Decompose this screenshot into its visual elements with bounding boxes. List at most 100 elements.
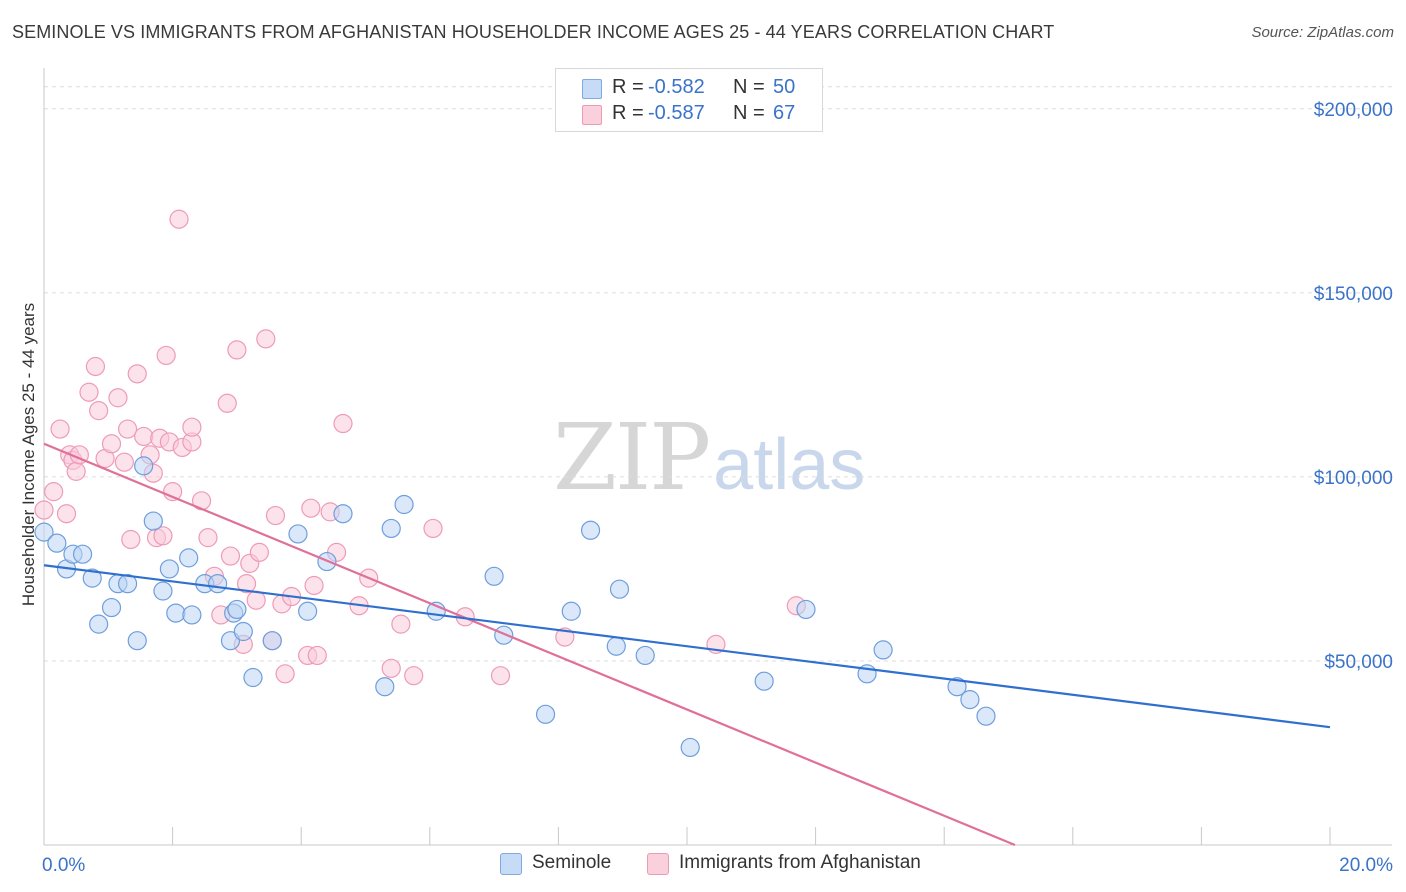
watermark: ZIPatlas (553, 404, 865, 511)
afghan-swatch (582, 105, 602, 125)
afghan-point (89, 401, 109, 421)
seminole-point (72, 544, 93, 564)
seminole-point (333, 504, 353, 524)
trend-lines (43, 442, 1331, 847)
seminole-point (243, 667, 263, 688)
afghan-point (44, 482, 64, 502)
afghan-point (198, 528, 218, 548)
seminole-point (127, 631, 147, 651)
seminole-point (179, 548, 199, 568)
afghan-point (79, 382, 99, 402)
afghan-point (333, 413, 353, 434)
y-axis-label: Householder Income Ages 25 - 44 years (19, 303, 38, 606)
afghan-point (404, 666, 424, 686)
afghan-point (169, 209, 189, 229)
seminole-swatch (500, 853, 522, 875)
seminole-point (606, 636, 626, 656)
seminole-point (153, 581, 173, 601)
afghan-point (265, 505, 286, 526)
afghan-point (391, 614, 411, 634)
afghan-point (114, 452, 134, 472)
legend-n-label: N = (733, 76, 765, 98)
seminole-trend-line (43, 564, 1331, 729)
seminole-point (561, 601, 581, 621)
seminole-point (208, 574, 228, 594)
afghan-point (217, 393, 237, 413)
afghan-point (236, 574, 257, 594)
bottom-legend-label: Immigrants from Afghanistan (679, 852, 921, 873)
legend-n-value: 50 (773, 76, 796, 98)
legend-r-label: R = (612, 76, 644, 98)
afghan-point (121, 529, 141, 550)
afghan-point (50, 419, 70, 439)
seminole-point (580, 520, 601, 540)
afghan-point (304, 575, 324, 596)
legend-n-label: N = (733, 102, 765, 124)
seminole-point (182, 605, 202, 625)
afghan-point (275, 664, 295, 684)
source-label: Source: ZipAtlas.com (1251, 24, 1394, 41)
afghan-point (117, 419, 138, 439)
afghan-point (34, 500, 54, 520)
afghan-point (108, 388, 128, 408)
afghan-point (153, 526, 173, 546)
afghan-point (555, 627, 575, 647)
seminole-point (47, 533, 67, 553)
afghan-swatch (647, 853, 669, 875)
afghan-point (127, 364, 147, 384)
seminole-point (796, 599, 816, 620)
seminole-point (635, 645, 655, 666)
afghan-point (134, 426, 154, 447)
y-tick-label: $100,000 (1314, 468, 1393, 489)
afghan-point (156, 345, 176, 366)
seminole-point (609, 579, 630, 599)
afghan-point (381, 658, 401, 678)
watermark-atlas: atlas (713, 425, 866, 505)
seminole-point (134, 456, 154, 476)
watermark-zip: ZIP (553, 404, 711, 511)
seminole-point (101, 597, 122, 618)
afghan-point (249, 542, 270, 562)
seminole-point (166, 603, 186, 623)
seminole-swatch (582, 79, 602, 99)
afghan-point (85, 356, 106, 377)
seminole-point (680, 737, 700, 758)
x-tick-label: 0.0% (42, 855, 85, 876)
correlation-legend: R = -0.582 N = 50 R = -0.587 N = 67 (555, 68, 823, 132)
y-tick-label: $150,000 (1314, 284, 1393, 305)
seminole-point (82, 568, 102, 588)
seminole-point (262, 631, 282, 651)
x-tick-label: 20.0% (1339, 855, 1393, 876)
afghan-point (220, 546, 241, 566)
y-tick-label: $50,000 (1324, 652, 1393, 673)
axes (43, 68, 1392, 846)
seminole-point (494, 625, 514, 645)
seminole-point (960, 690, 980, 710)
seminole-point (117, 574, 138, 594)
afghan-trend-line (43, 442, 1016, 847)
chart-title: SEMINOLE VS IMMIGRANTS FROM AFGHANISTAN … (12, 22, 1055, 42)
seminole-point (159, 559, 179, 579)
seminole-point (873, 640, 893, 660)
seminole-point (535, 704, 556, 724)
afghan-point (256, 329, 276, 349)
axis-labels: $50,000 $100,000 $150,000 $200,000 0.0% 20.0%… (19, 100, 1393, 876)
seminole-point (298, 601, 318, 621)
legend-r-value: -0.582 (648, 76, 705, 98)
y-tick-label: $200,000 (1314, 100, 1393, 121)
afghan-point (246, 590, 266, 610)
seminole-point (143, 511, 163, 531)
afghan-point (490, 666, 511, 686)
seminole-point (227, 599, 247, 620)
afghan-point (301, 498, 321, 518)
afghan-point (56, 504, 77, 524)
seminole-point (233, 621, 253, 642)
afghan-point (101, 434, 122, 454)
legend-r-label: R = (612, 102, 644, 124)
seminole-point (976, 706, 996, 726)
seminole-point (288, 524, 308, 544)
afghan-point (66, 461, 86, 481)
bottom-legend-label: Seminole (532, 852, 612, 873)
seminole-points (34, 456, 996, 758)
